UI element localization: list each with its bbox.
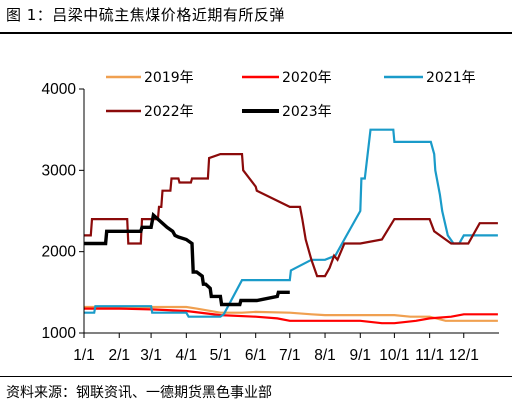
series-line-2020	[84, 307, 498, 325]
axes: 1000 2000 3000 4000 1/1 2/1 3/1 4/1 5/1 6/1 7/1 8/1…	[42, 81, 499, 364]
y-tick-label: 3000	[42, 162, 77, 179]
footer-rule	[0, 376, 512, 377]
series-line-2021	[84, 128, 498, 318]
legend-label-2020: 2020年	[282, 70, 332, 86]
x-tick-label: 2/1	[108, 347, 130, 364]
x-tick-label: 12/1	[449, 347, 479, 364]
x-tick-label: 5/1	[210, 347, 232, 364]
x-tick-label: 8/1	[314, 347, 336, 364]
source-note: 资料来源：钢联资讯、一德期货黑色事业部	[6, 385, 272, 401]
page-title: 图 1：吕梁中硫主焦煤价格近期有所反弹	[6, 6, 285, 24]
legend-label-2023: 2023年	[282, 104, 332, 120]
x-tick-label: 10/1	[379, 347, 409, 364]
x-tick-label: 4/1	[176, 347, 198, 364]
x-tick-label: 3/1	[140, 347, 162, 364]
x-tick-label: 6/1	[245, 347, 267, 364]
x-tick-label: 1/1	[73, 347, 95, 364]
x-tick-label: 11/1	[415, 347, 444, 364]
series-group	[84, 128, 498, 325]
price-line-chart: 2019年 2020年 2021年 2022年 2023年 1000 2000 3000 40…	[42, 70, 499, 364]
legend-label-2022: 2022年	[144, 104, 194, 120]
y-tick-label: 4000	[42, 81, 77, 98]
legend: 2019年 2020年 2021年 2022年 2023年	[106, 70, 476, 120]
y-tick-label: 1000	[42, 325, 77, 342]
x-tick-label: 7/1	[279, 347, 301, 364]
x-tick-label: 9/1	[350, 347, 372, 364]
title-rule	[0, 32, 512, 34]
series-line-2023	[84, 211, 290, 307]
y-tick-label: 2000	[42, 244, 77, 261]
legend-label-2019: 2019年	[144, 70, 194, 86]
legend-label-2021: 2021年	[426, 70, 476, 86]
